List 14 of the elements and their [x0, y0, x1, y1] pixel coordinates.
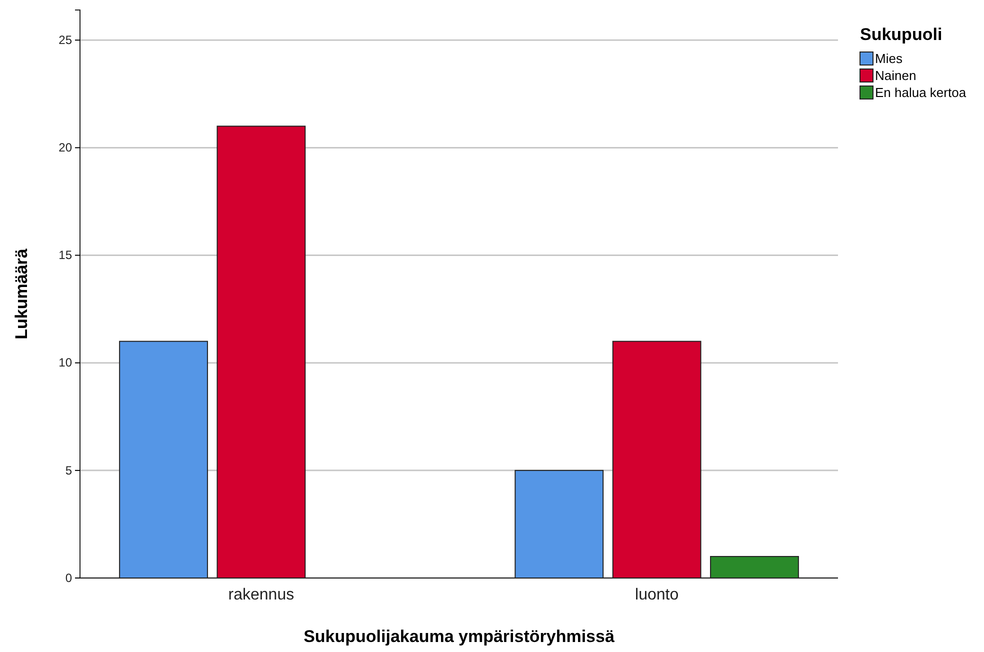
- legend-label: Nainen: [875, 68, 916, 83]
- x-axis-title: Sukupuolijakauma ympäristöryhmissä: [304, 627, 615, 646]
- y-tick-label: 10: [58, 356, 72, 370]
- y-tick-label: 15: [58, 248, 72, 262]
- x-tick-label: rakennus: [228, 586, 294, 604]
- legend-label: En halua kertoa: [875, 85, 967, 100]
- y-axis-title: Lukumäärä: [12, 248, 31, 340]
- y-tick-label: 20: [58, 140, 72, 155]
- x-tick-label: luonto: [635, 586, 679, 604]
- legend-label: Mies: [875, 51, 903, 66]
- y-tick-label: 0: [65, 570, 72, 585]
- y-tick-label: 5: [65, 463, 72, 478]
- y-tick-label: 25: [58, 32, 72, 47]
- legend-title: Sukupuoli: [860, 25, 942, 44]
